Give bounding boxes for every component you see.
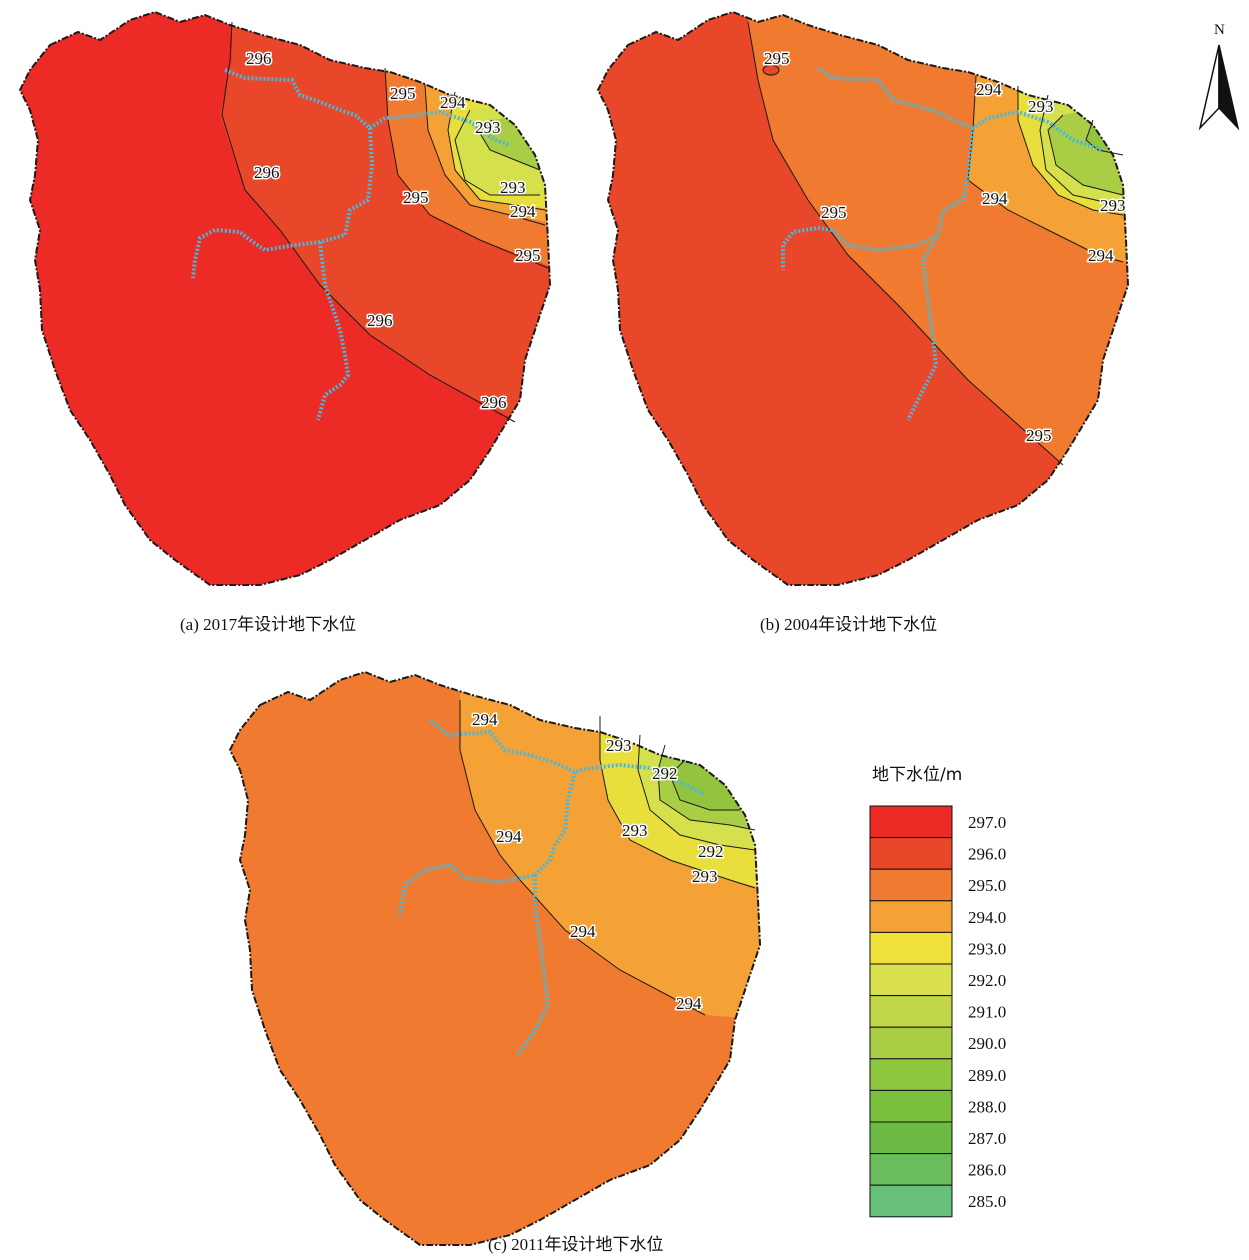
legend-swatch: [869, 1184, 953, 1218]
map-panel-b: 295 294 293 294 293 294 295 295 (b) 2004…: [597, 11, 1129, 634]
contour-labels-a: 296 296 295 294 293 293 294 295 295 296 …: [245, 48, 543, 414]
contour-label: 296: [481, 393, 507, 412]
legend-label: 288.0: [968, 1097, 1006, 1116]
legend-label: 296.0: [968, 845, 1006, 864]
legend-swatch: [869, 868, 953, 902]
contour-label: 295: [515, 246, 541, 265]
legend-swatch: [869, 995, 953, 1028]
legend-label: 286.0: [968, 1161, 1006, 1180]
contour-label: 294: [976, 80, 1002, 99]
contour-label: 293: [606, 736, 632, 755]
caption-a: (a) 2017年设计地下水位: [180, 615, 356, 634]
river-a: [191, 68, 511, 421]
legend-swatch: [869, 1153, 953, 1186]
contour-label: 294: [570, 922, 596, 941]
legend-label: 292.0: [968, 971, 1006, 990]
legend-title: 地下水位/m: [872, 765, 962, 785]
contour-label: 294: [676, 994, 702, 1013]
contour-labels-b: 295 294 293 294 293 294 295 295: [763, 48, 1128, 447]
legend-label: 289.0: [968, 1066, 1006, 1085]
contour-label: 293: [692, 867, 718, 886]
contour-label: 295: [821, 203, 847, 222]
contour-label: 296: [367, 311, 393, 330]
legend-swatch: [869, 1089, 953, 1123]
contour-label: 294: [496, 827, 522, 846]
river-c: [398, 718, 706, 1057]
legend-label: 287.0: [968, 1129, 1006, 1148]
contour-label: 294: [440, 93, 466, 112]
contour-label: 294: [472, 710, 498, 729]
contour-label: 292: [698, 842, 724, 861]
legend-swatch: [869, 1026, 953, 1060]
contour-label: 295: [1026, 426, 1052, 445]
legend-label: 294.0: [968, 908, 1006, 927]
legend-label: 297.0: [968, 813, 1006, 832]
legend-swatch: [869, 931, 953, 965]
legend-swatch: [869, 1058, 953, 1091]
legend-items: 297.0 296.0 295.0 294.0 293.0 292.0 291.0 290.0…: [869, 805, 1006, 1218]
legend-label: 291.0: [968, 1003, 1006, 1022]
legend-swatch: [869, 805, 953, 839]
legend-swatch: [869, 837, 953, 870]
contour-label: 296: [246, 49, 272, 68]
legend-swatch: [869, 963, 953, 997]
contour-label: 294: [510, 202, 536, 221]
caption-c: (c) 2011年设计地下水位: [488, 1235, 664, 1254]
legend-label: 285.0: [968, 1192, 1006, 1211]
contour-label: 293: [1100, 196, 1126, 215]
contour-label: 294: [982, 189, 1008, 208]
legend-label: 295.0: [968, 876, 1006, 895]
caption-b: (b) 2004年设计地下水位: [760, 615, 937, 634]
contour-label: 294: [1088, 246, 1114, 265]
north-arrow-icon: [1198, 44, 1220, 131]
contour-label: 295: [403, 188, 429, 207]
contour-label: 296: [254, 163, 280, 182]
legend-label: 293.0: [968, 939, 1006, 958]
legend-swatch: [869, 1121, 953, 1155]
contour-label: 295: [764, 49, 790, 68]
contour-label: 293: [1028, 97, 1054, 116]
legend-swatch: [869, 900, 953, 933]
legend-label: 290.0: [968, 1034, 1006, 1053]
map-panel-c: 294 293 292 294 293 292 293 294 294 (c) …: [229, 671, 761, 1254]
map-panel-a: 296 296 295 294 293 293 294 295 295 296 …: [19, 11, 551, 634]
contour-label: 295: [390, 84, 416, 103]
north-arrow: N: [1198, 22, 1240, 131]
contour-label: 292: [652, 764, 678, 783]
legend: 地下水位/m 297.0 296.0 295.0 294.0 293.0 292.0 291…: [869, 765, 1006, 1218]
contour-lines-c: [459, 700, 756, 1016]
river-b: [781, 66, 1104, 421]
contour-label: 293: [475, 118, 501, 137]
north-arrow-icon-dark: [1218, 44, 1240, 131]
contour-lines-a: [221, 21, 549, 423]
zone-296-small: [762, 64, 780, 76]
north-label: N: [1214, 22, 1225, 38]
contour-labels-c: 294 293 292 294 293 292 293 294 294: [471, 709, 726, 1015]
contour-label: 293: [622, 821, 648, 840]
contour-label: 293: [500, 178, 526, 197]
